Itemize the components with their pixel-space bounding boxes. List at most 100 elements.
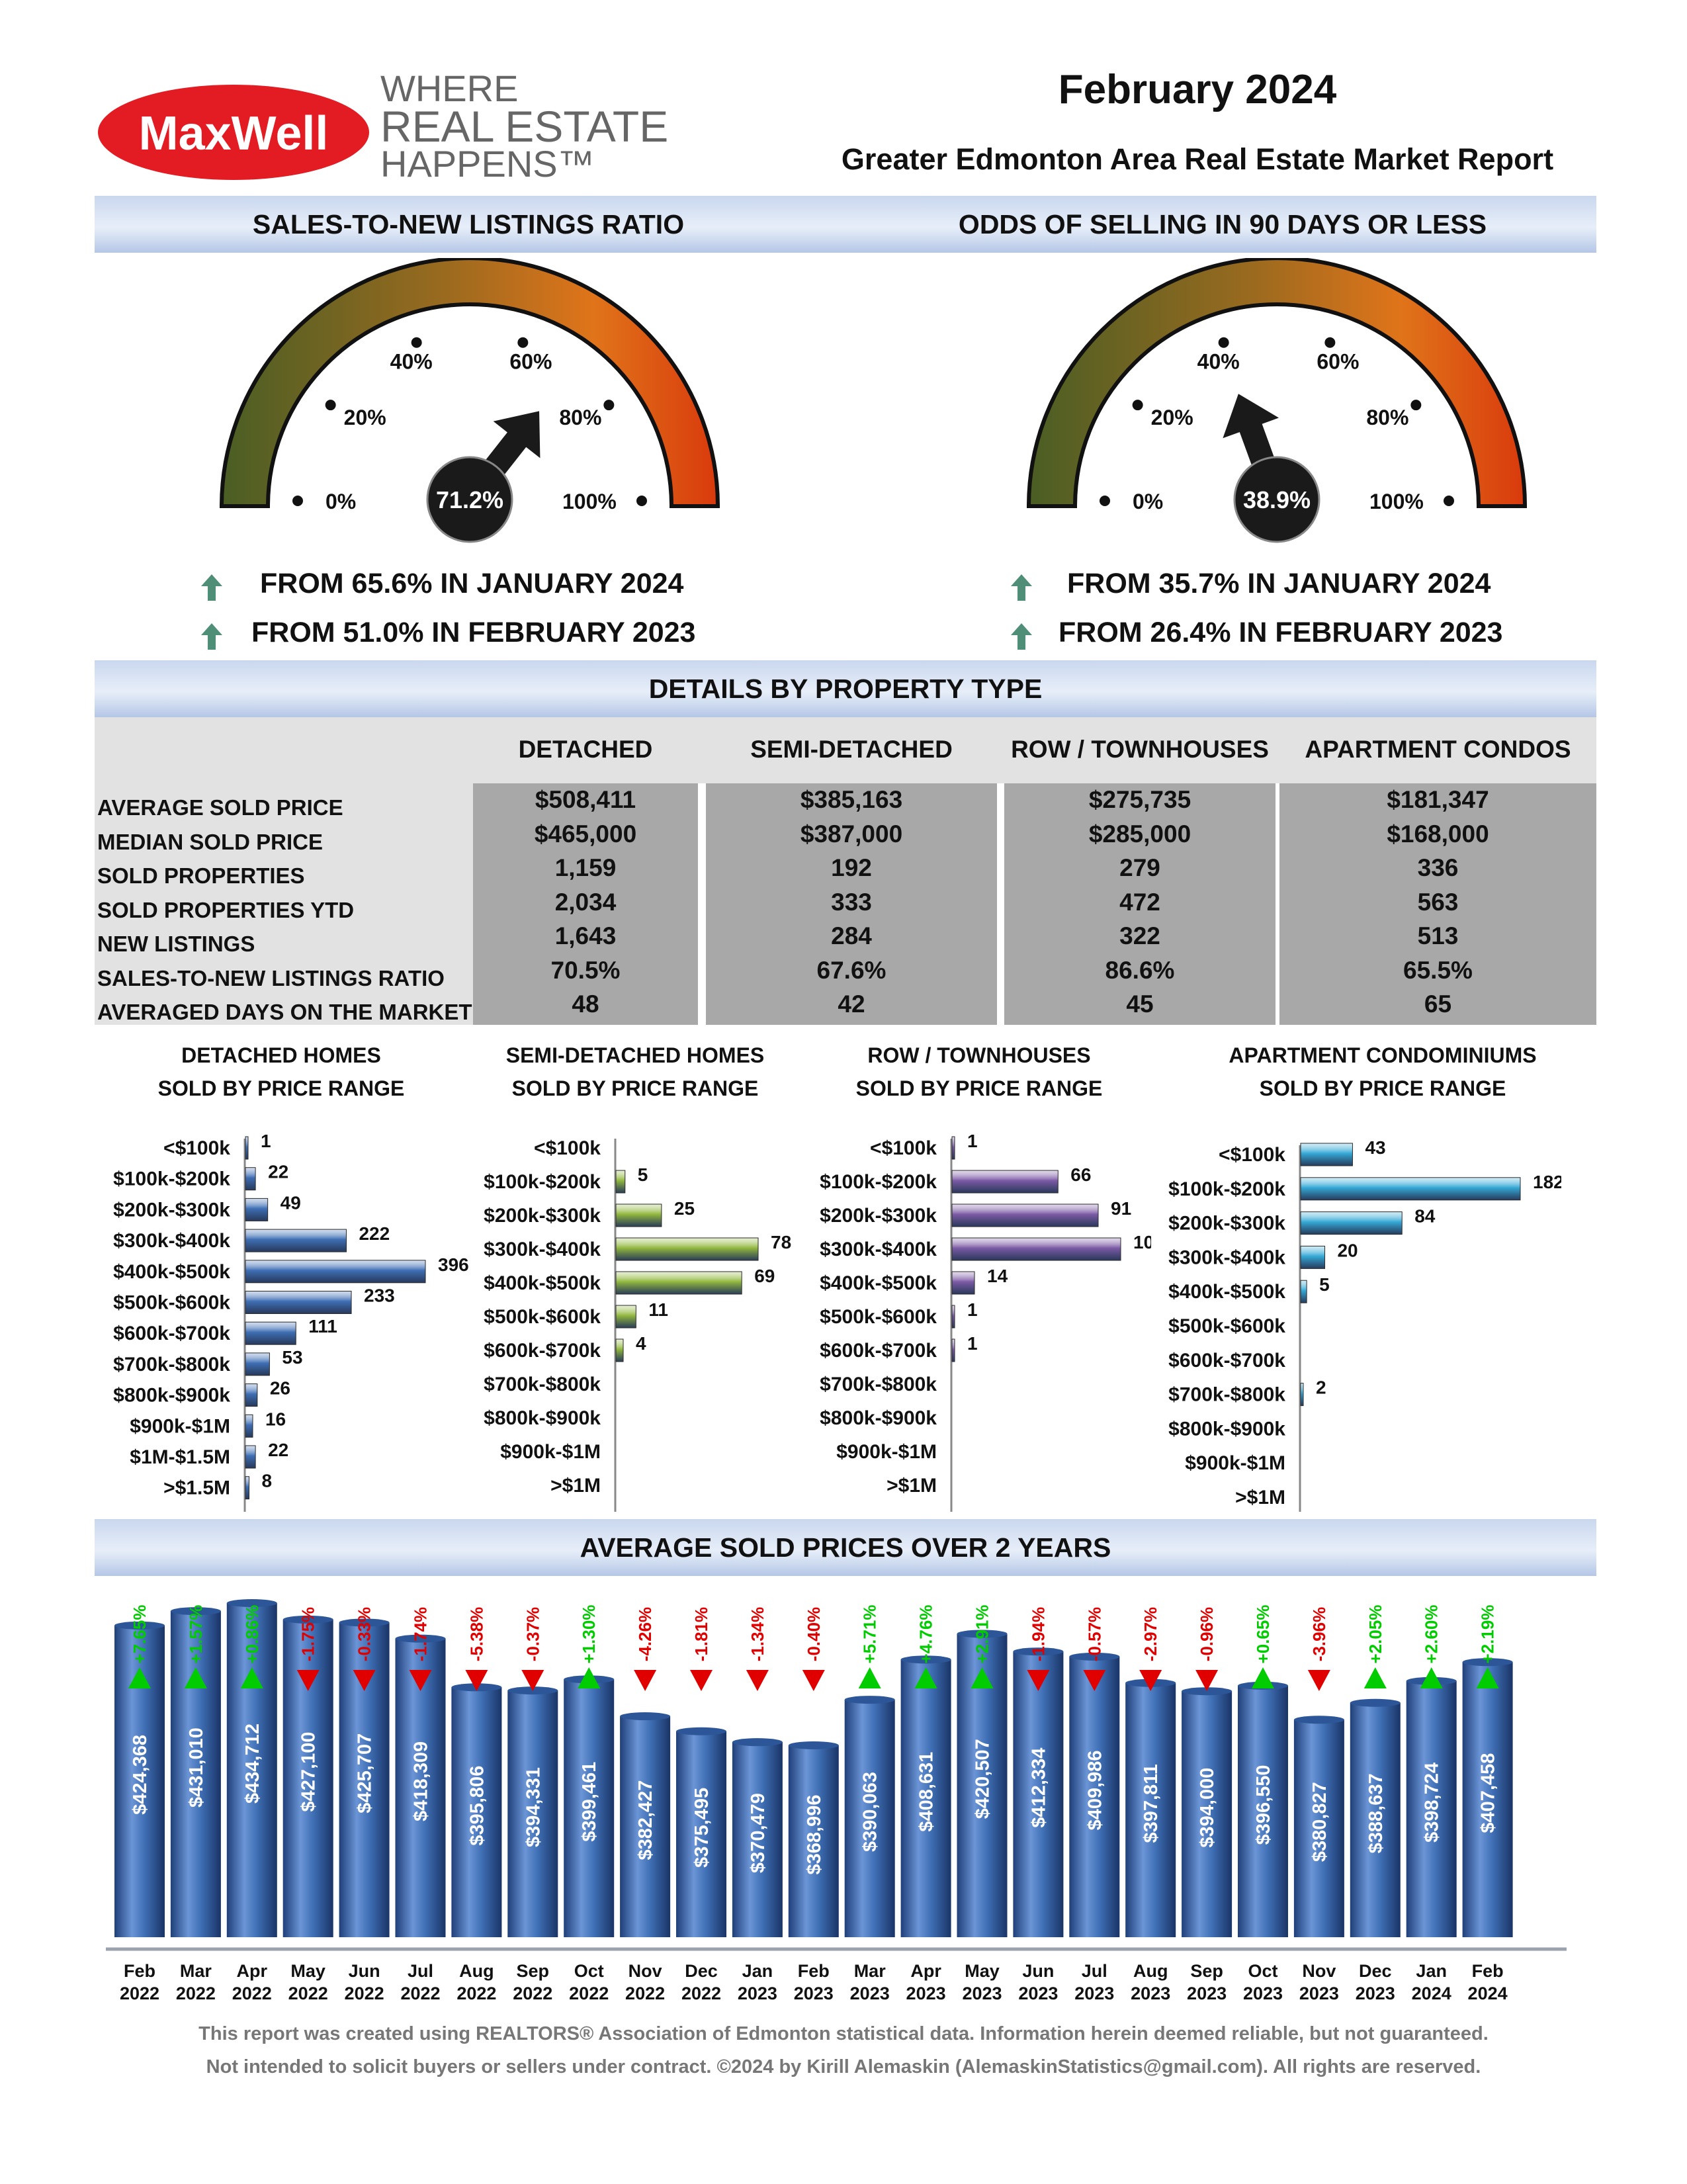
change-label: -2.97%	[1141, 1607, 1160, 1661]
bar-value: 111	[308, 1316, 337, 1336]
category-label: $600k-$700k	[1168, 1350, 1285, 1372]
bar-value-label: $425,707	[355, 1733, 376, 1813]
bar	[245, 1445, 256, 1469]
bar-value: 49	[281, 1192, 301, 1213]
bar	[245, 1476, 249, 1500]
chart3-title-line1: ROW / TOWNHOUSES	[867, 1043, 1091, 1067]
details-header-bg	[95, 717, 1596, 783]
details-title: DETAILS BY PROPERTY TYPE	[648, 674, 1043, 704]
gauge-value: 71.2%	[436, 486, 503, 513]
bar-value: 2	[1316, 1377, 1326, 1398]
bar	[1182, 1691, 1233, 1937]
bar-top	[620, 1712, 671, 1721]
gauge-hub	[426, 456, 513, 543]
brand-tagline: WHERE REAL ESTATE HAPPENS™	[380, 70, 698, 185]
gauge2-title: ODDS OF SELLING IN 90 DAYS OR LESS	[958, 209, 1487, 240]
up-arrow-icon	[1363, 1667, 1387, 1688]
bar	[676, 1731, 726, 1937]
bar-value: 5	[1319, 1274, 1330, 1295]
cell-apartment-condos: 336	[1417, 854, 1459, 881]
year-label: 2022	[120, 1984, 159, 2003]
down-arrow-icon	[521, 1670, 544, 1691]
bar	[507, 1690, 558, 1937]
col-bg-apartment	[1279, 783, 1596, 1025]
category-label: $900k-$1M	[130, 1415, 230, 1437]
month-label: Apr	[237, 1961, 268, 1981]
chart3-title: ROW / TOWNHOUSES SOLD BY PRICE RANGE	[800, 1039, 1158, 1105]
change-label: +2.19%	[1478, 1605, 1498, 1664]
bar-value-label: $375,495	[691, 1788, 713, 1868]
bar	[1300, 1245, 1325, 1269]
cell-semi-detached: 333	[831, 888, 872, 916]
category-label: $900k-$1M	[836, 1441, 937, 1463]
gauge-tick-dot	[1132, 400, 1143, 411]
category-label: >$1M	[550, 1475, 601, 1497]
up-arrow-icon	[578, 1667, 601, 1688]
bar-value: 78	[771, 1232, 791, 1252]
up-arrow-icon	[1476, 1667, 1499, 1688]
cell-apartment-condos: $181,347	[1387, 786, 1489, 813]
change-label: -1.81%	[691, 1607, 711, 1661]
category-label: $200k-$300k	[1168, 1213, 1285, 1235]
bar-value: 396	[438, 1254, 469, 1275]
bar	[1300, 1143, 1353, 1166]
cell-row-townhouses: 279	[1119, 854, 1160, 881]
change-label: +5.71%	[860, 1605, 880, 1664]
row-label: NEW LISTINGS	[97, 932, 255, 956]
change-label: +1.30%	[579, 1605, 599, 1664]
cell-semi-detached: 42	[838, 990, 865, 1018]
change-label: -5.38%	[466, 1607, 486, 1661]
bar	[245, 1167, 256, 1191]
bar-value-label: $431,010	[186, 1727, 207, 1808]
bar	[245, 1383, 258, 1407]
bar-top	[1350, 1698, 1401, 1707]
change-label: -0.33%	[355, 1607, 374, 1661]
year-label: 2023	[906, 1984, 946, 2003]
month-label: Mar	[180, 1961, 212, 1981]
details-band	[95, 660, 1596, 717]
category-label: $800k-$900k	[820, 1407, 937, 1429]
month-label: Feb	[124, 1961, 155, 1981]
report-month: February 2024	[1058, 67, 1337, 112]
bar	[1125, 1682, 1176, 1937]
bar	[732, 1742, 783, 1937]
category-label: >$1M	[887, 1475, 937, 1497]
bar	[951, 1136, 955, 1160]
bar-value-label: $398,724	[1422, 1763, 1443, 1843]
cell-detached: $508,411	[535, 786, 636, 813]
change-label: +4.76%	[916, 1605, 936, 1664]
change-label: -0.96%	[1197, 1607, 1217, 1661]
chart-row-price-range: <$100k 1 $100k-$200k 66 $200k-$300k 91 $300k-$…	[820, 1131, 1151, 1512]
category-label: $300k-$400k	[484, 1239, 601, 1260]
report-subtitle: Greater Edmonton Area Real Estate Market…	[841, 142, 1554, 176]
month-label: Jan	[1416, 1961, 1447, 1981]
gauge-tick-dot	[1444, 496, 1454, 506]
bar	[1293, 1720, 1344, 1937]
month-label: Nov	[628, 1961, 662, 1981]
year-label: 2022	[513, 1984, 552, 2003]
bar	[951, 1271, 975, 1295]
bar-value: 16	[265, 1409, 286, 1429]
gauge-tick-label: 60%	[1317, 350, 1359, 374]
category-label: >$1.5M	[163, 1477, 230, 1499]
change-label: +2.91%	[973, 1605, 992, 1664]
category-label: <$100k	[870, 1137, 937, 1159]
bar-value: 233	[364, 1286, 395, 1306]
month-label: Sep	[517, 1961, 550, 1981]
category-label: >$1M	[1235, 1487, 1285, 1508]
bar	[1406, 1681, 1457, 1937]
gauge2-trend1: FROM 35.7% IN JANUARY 2024	[1067, 568, 1491, 599]
down-arrow-icon	[465, 1670, 488, 1691]
tagline-line3: HAPPENS™	[380, 143, 595, 185]
bar-value: 5	[638, 1164, 648, 1185]
bar-value: 43	[1365, 1137, 1385, 1158]
cell-detached: 2,034	[554, 888, 617, 916]
year-label: 2023	[1074, 1984, 1114, 2003]
gauge-tick-dot	[1410, 400, 1422, 411]
cell-row-townhouses: 322	[1119, 922, 1160, 949]
category-label: $900k-$1M	[1185, 1452, 1285, 1474]
bar	[1300, 1383, 1304, 1407]
cell-detached: 1,643	[554, 922, 617, 949]
category-label: $200k-$300k	[113, 1199, 230, 1221]
gauge-tick-dot	[636, 496, 647, 506]
